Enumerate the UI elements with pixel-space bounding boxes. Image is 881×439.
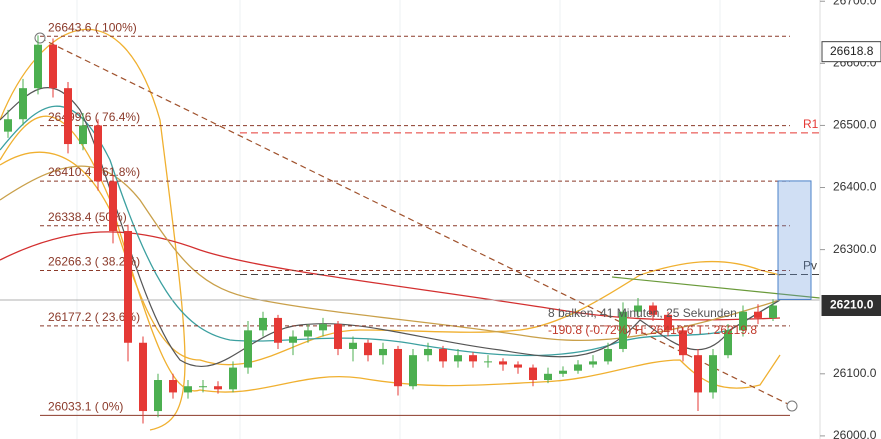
candle-body [19, 88, 27, 120]
candle-body [754, 311, 762, 318]
candle-body [454, 355, 462, 362]
candle-body [334, 324, 342, 349]
fib-label: 26177.2 ( 23.6%) [48, 310, 140, 324]
candle-body [619, 311, 627, 349]
candle-body [214, 386, 222, 390]
candle-body [409, 355, 417, 387]
candle-body [469, 355, 477, 362]
y-tick-label: 26400.0 [833, 180, 877, 194]
candle-body [199, 386, 207, 388]
moving-average-mid [0, 165, 781, 341]
candle-body [634, 305, 642, 312]
candle-body [304, 330, 312, 337]
y-tick-label: 26100.0 [833, 366, 877, 380]
measure-text: -190.8 (-0.72%) H: 26410.6 T : 26219.8 [548, 323, 757, 337]
y-tick-label: 26000.0 [833, 428, 877, 439]
candle-body [514, 364, 522, 368]
candle-body [124, 230, 132, 343]
candle-body [604, 348, 612, 362]
trend-line-green [611, 276, 821, 299]
candle-body [694, 355, 702, 393]
candle-body [139, 342, 147, 412]
candle-body [709, 355, 717, 393]
measure-text: 8 balken, 41 Minuten, 25 Sekunden [548, 306, 737, 320]
candle-body [274, 317, 282, 343]
candle-body [529, 367, 537, 381]
candle-body [64, 88, 72, 145]
price-marker-label: 26210.0 [830, 298, 874, 312]
fib-label: 26033.1 ( 0%) [48, 400, 123, 414]
candle-body [574, 364, 582, 371]
measure-box [777, 180, 812, 300]
candle-body [379, 348, 387, 356]
fib-label: 26266.3 ( 38.2%) [48, 255, 140, 269]
fib-label: 26338.4 (50%) [48, 210, 127, 224]
candle-body [319, 324, 327, 331]
pivot-label: R1 [803, 117, 819, 131]
candle-body [649, 305, 657, 315]
fib-label: 26643.6 ( 100%) [48, 20, 137, 34]
candle-body [499, 361, 507, 365]
candle-body [49, 44, 57, 89]
candle-body [154, 380, 162, 412]
candle-body [244, 330, 252, 368]
bollinger-upper [0, 28, 186, 431]
candle-body [559, 370, 567, 374]
pivot-label: Pv [803, 259, 817, 273]
y-tick-label: 26700.0 [833, 0, 877, 7]
moving-average-short [0, 87, 781, 367]
candle-body [4, 119, 12, 132]
candle-body [664, 314, 672, 331]
candle-body [34, 44, 42, 89]
candle-body [679, 330, 687, 356]
candle-body [739, 311, 747, 331]
candle-body [289, 336, 297, 343]
anchor[interactable] [786, 400, 798, 412]
candle-body [589, 361, 597, 365]
candle-body [424, 348, 432, 356]
fib-label: 26499.6 ( 76.4%) [48, 110, 140, 124]
candle-body [169, 380, 177, 393]
candle-body [109, 181, 117, 231]
price-axis [821, 0, 881, 439]
y-tick-label: 26500.0 [833, 118, 877, 132]
anchor[interactable] [34, 32, 46, 44]
price-marker [821, 41, 881, 63]
moving-average-slow [0, 231, 781, 321]
candle-body [364, 342, 372, 356]
candle-body [79, 125, 87, 145]
candle-body [544, 373, 552, 381]
price-marker-label: 26618.8 [830, 44, 874, 58]
candle-body [94, 125, 102, 182]
candle-body [184, 386, 192, 393]
candle-body [484, 361, 492, 363]
candle-body [724, 330, 732, 356]
candle-body [259, 317, 267, 331]
candle-body [229, 367, 237, 390]
candle-body [769, 305, 777, 318]
candle-body [394, 348, 402, 387]
y-tick-label: 26300.0 [833, 242, 877, 256]
candle-body [439, 348, 447, 362]
price-marker [821, 294, 881, 316]
candle-body [349, 342, 357, 349]
